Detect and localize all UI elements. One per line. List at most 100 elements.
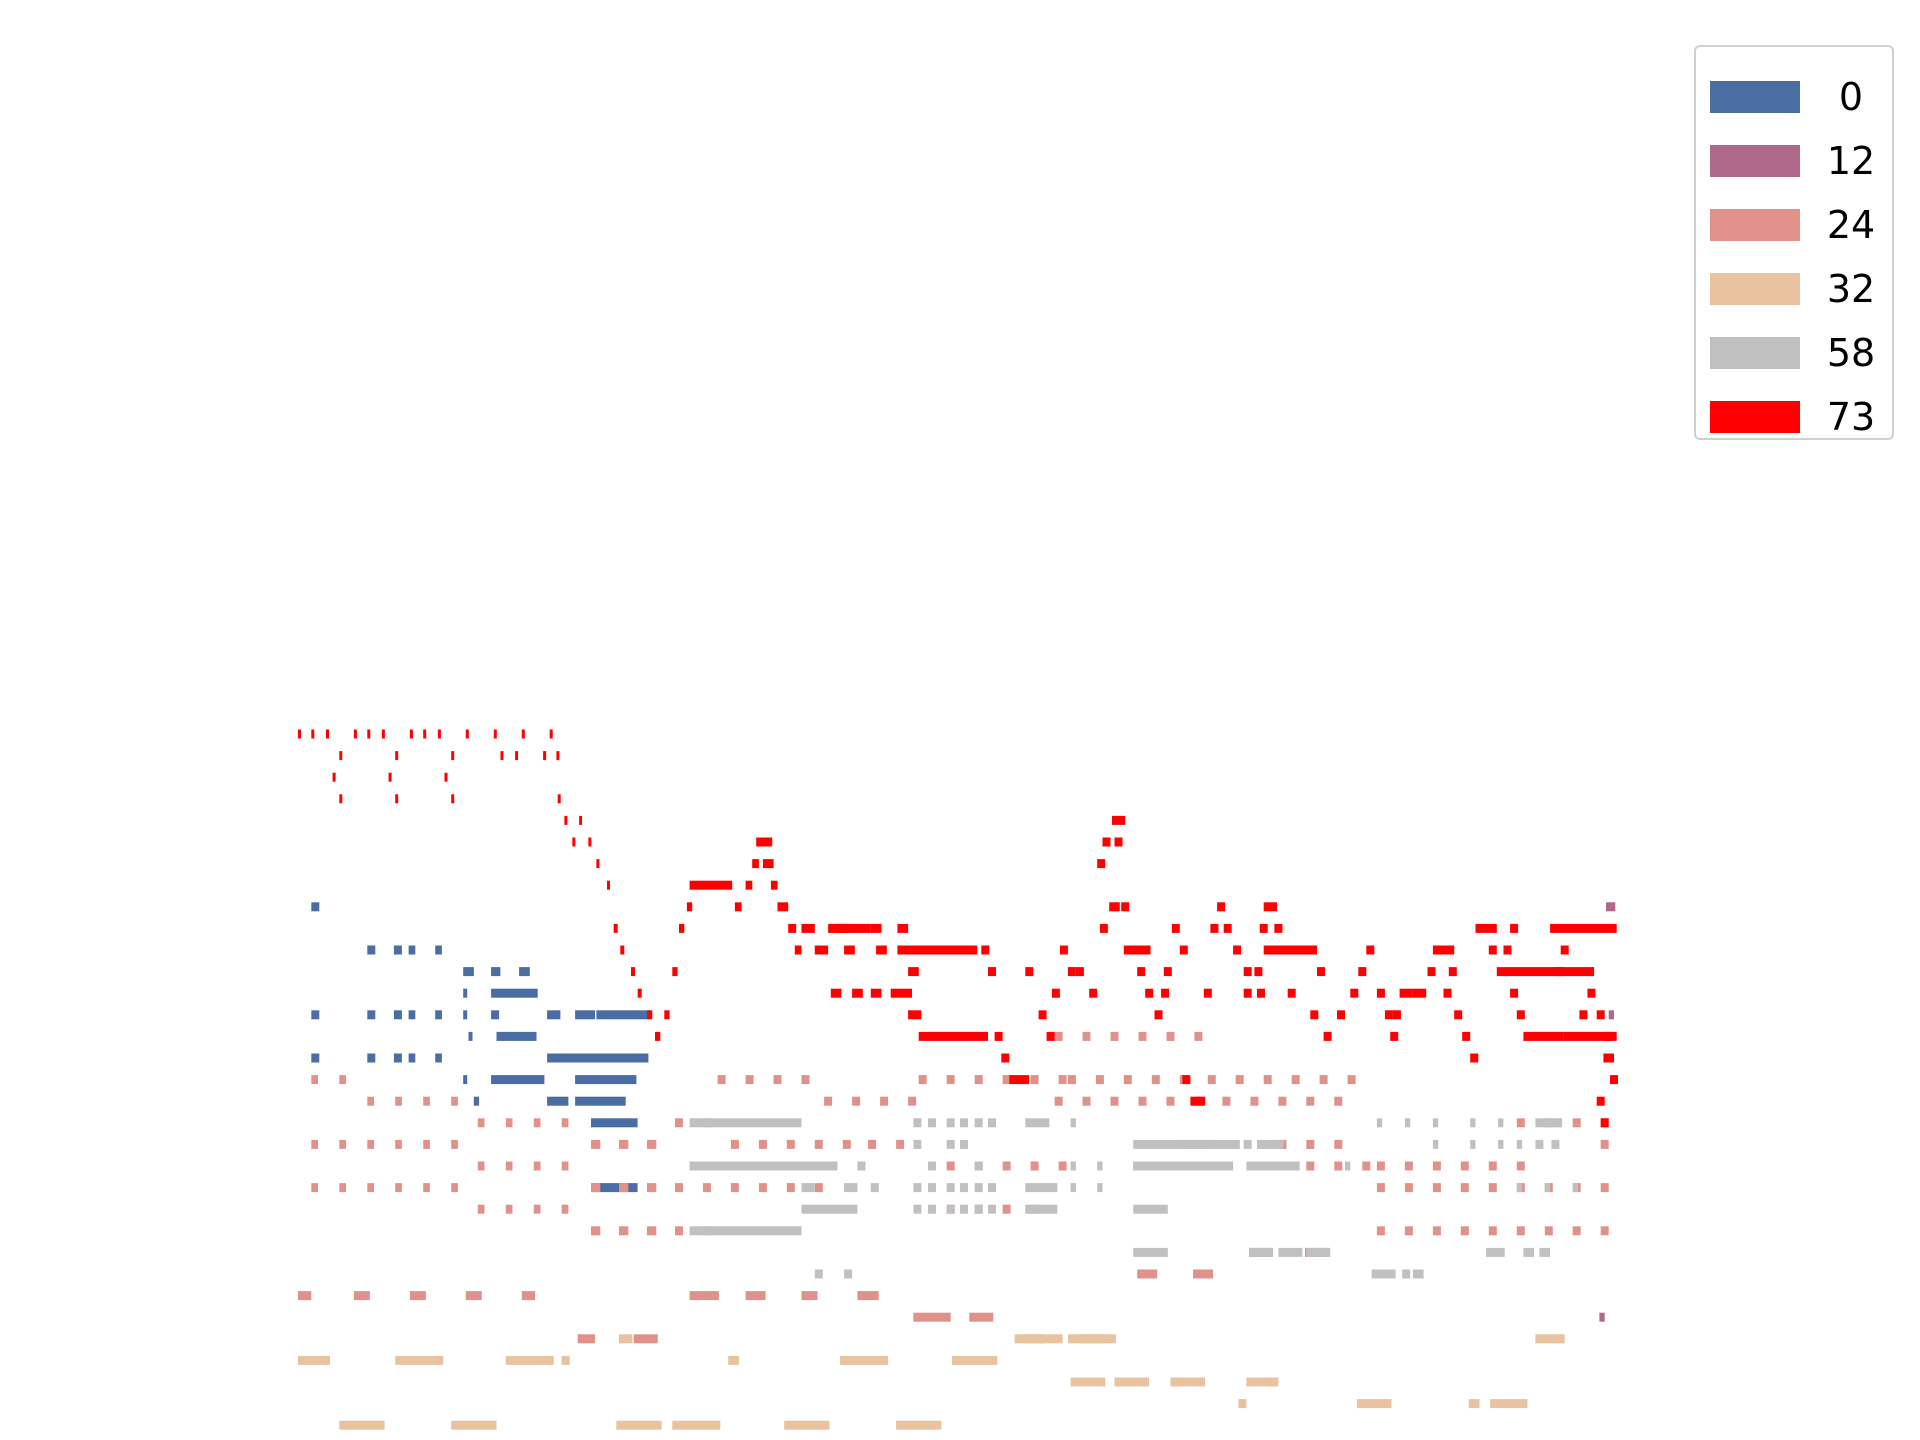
- note-24-55: [896, 1139, 905, 1149]
- note-24-7: [339, 1139, 346, 1149]
- note-24-9: [395, 1139, 402, 1149]
- note-24-48: [801, 1075, 810, 1085]
- note-73-144: [1510, 988, 1519, 998]
- note-73-11: [521, 729, 525, 739]
- note-32-16: [1070, 1377, 1106, 1387]
- note-58-70: [1516, 1139, 1523, 1149]
- note-73-51: [788, 923, 797, 933]
- note-73-94: [1137, 967, 1146, 977]
- note-73-19: [444, 772, 448, 782]
- note-73-35: [631, 967, 635, 977]
- note-73-81: [1067, 967, 1076, 977]
- note-0-7: [393, 1010, 402, 1020]
- note-0-20: [463, 1010, 468, 1020]
- note-73-44: [734, 902, 742, 912]
- note-24-119: [1516, 1161, 1525, 1171]
- note-32-34: [1535, 1334, 1565, 1344]
- note-24-108: [1306, 1139, 1315, 1149]
- note-58-25: [946, 1139, 955, 1149]
- note-73-37: [647, 1010, 653, 1020]
- note-24-87: [1110, 1096, 1119, 1106]
- note-24-132: [1460, 1226, 1469, 1236]
- note-24-80: [1082, 1031, 1091, 1041]
- note-0-21: [491, 1010, 500, 1020]
- note-58-6: [870, 1183, 879, 1193]
- note-0-27: [547, 1053, 577, 1063]
- note-0-18: [463, 988, 468, 998]
- note-24-12: [311, 1183, 318, 1193]
- note-73-63: [852, 988, 863, 998]
- note-24-25: [561, 1161, 569, 1171]
- note-73-4: [367, 729, 371, 739]
- note-58-51: [1249, 1247, 1273, 1257]
- note-24-39: [702, 1183, 711, 1193]
- legend-item-32: 32: [1710, 253, 1876, 317]
- note-73-16: [388, 772, 392, 782]
- note-0-9: [435, 1010, 442, 1020]
- note-24-155: [969, 1312, 994, 1322]
- note-58-16: [988, 1118, 996, 1128]
- note-24-97: [1095, 1075, 1104, 1085]
- note-24-20: [533, 1118, 541, 1128]
- note-73-10: [493, 729, 497, 739]
- note-73-53: [801, 923, 815, 933]
- note-58-61: [1404, 1118, 1411, 1128]
- note-24-104: [1291, 1075, 1300, 1085]
- note-24-95: [1334, 1096, 1343, 1106]
- note-58-58: [1402, 1269, 1411, 1279]
- note-58-39: [1097, 1161, 1103, 1171]
- note-0-0: [311, 902, 320, 912]
- note-58-56: [1345, 1161, 1351, 1171]
- note-0-2: [393, 945, 402, 955]
- note-32-17: [1114, 1377, 1150, 1387]
- note-73-79: [1046, 1031, 1055, 1041]
- note-24-134: [1516, 1226, 1525, 1236]
- note-24-73: [1030, 1161, 1039, 1171]
- note-73-62: [830, 988, 842, 998]
- note-58-21: [974, 1183, 983, 1193]
- note-24-94: [1306, 1096, 1315, 1106]
- note-32-6: [619, 1334, 633, 1344]
- note-73-97: [1171, 923, 1180, 933]
- note-73-124: [1358, 967, 1367, 977]
- note-24-85: [1054, 1096, 1063, 1106]
- note-73-118: [1317, 967, 1325, 977]
- note-32-12: [784, 1420, 830, 1430]
- note-0-4: [435, 945, 442, 955]
- note-58-8: [857, 1161, 866, 1171]
- note-73-149: [1560, 945, 1569, 955]
- series-0: [311, 902, 650, 1193]
- note-73-29: [579, 815, 583, 825]
- note-73-125: [1366, 945, 1375, 955]
- note-58-62: [1432, 1118, 1439, 1128]
- note-58-13: [946, 1118, 955, 1128]
- note-58-65: [1535, 1118, 1554, 1128]
- note-58-74: [1544, 1183, 1551, 1193]
- note-32-7: [616, 1420, 662, 1430]
- note-0-25: [468, 1031, 473, 1041]
- note-24-66: [974, 1075, 983, 1085]
- note-24-84: [1194, 1031, 1203, 1041]
- note-24-105: [1319, 1075, 1328, 1085]
- note-24-16: [423, 1183, 430, 1193]
- note-0-11: [367, 1053, 376, 1063]
- note-24-43: [675, 1226, 683, 1236]
- note-58-66: [1551, 1118, 1563, 1128]
- note-73-154: [1603, 1031, 1612, 1041]
- note-73-113: [1263, 902, 1277, 912]
- note-24-137: [1600, 1226, 1609, 1236]
- note-73-123: [1350, 988, 1359, 998]
- note-73-72: [994, 1031, 1003, 1041]
- note-73-42: [686, 902, 693, 912]
- note-73-121: [1323, 1031, 1332, 1041]
- note-73-129: [1392, 1010, 1401, 1020]
- note-0-14: [435, 1053, 442, 1063]
- note-58-5: [844, 1183, 858, 1193]
- legend-label-0: 0: [1838, 75, 1864, 119]
- note-73-68: [918, 1031, 988, 1041]
- note-24-86: [1082, 1096, 1091, 1106]
- note-24-74: [1058, 1161, 1067, 1171]
- note-73-6: [409, 729, 413, 739]
- note-24-103: [1263, 1075, 1272, 1085]
- note-58-36: [1025, 1204, 1058, 1214]
